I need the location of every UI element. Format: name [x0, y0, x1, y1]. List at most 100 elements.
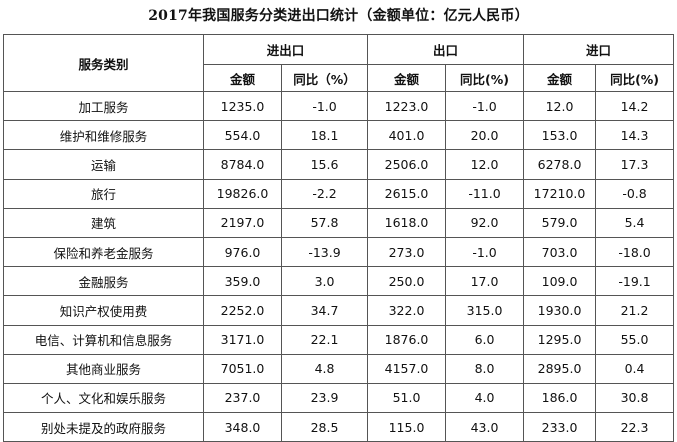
header-yoy: 同比(%): [445, 64, 525, 92]
cell-category: 其他商业服务: [3, 353, 204, 384]
cell-yoy: 28.5: [280, 412, 369, 442]
cell-amount: 273.0: [367, 236, 447, 268]
table-row: 旅行 19826.0 -2.2 2615.0 -11.0 17210.0 -0.8: [3, 178, 675, 209]
table-row: 电信、计算机和信息服务 3171.0 22.1 1876.0 6.0 1295.0 55.0: [3, 324, 675, 355]
cell-yoy: 8.0: [445, 353, 525, 384]
cell-yoy: -18.0: [595, 236, 675, 268]
header-group-import: 进口: [523, 34, 675, 65]
table-row: 个人、文化和娱乐服务 237.0 23.9 51.0 4.0 186.0 30.8: [3, 382, 675, 414]
cell-yoy: 30.8: [595, 382, 675, 414]
cell-yoy: 92.0: [445, 207, 525, 238]
cell-amount: 348.0: [203, 412, 282, 442]
table-row: 金融服务 359.0 3.0 250.0 17.0 109.0 -19.1: [3, 266, 675, 297]
header-amount: 金额: [367, 64, 447, 92]
cell-yoy: -0.8: [595, 178, 675, 209]
cell-amount: 322.0: [367, 295, 447, 326]
cell-yoy: 4.0: [445, 382, 525, 414]
table-title: 2017年我国服务分类进出口统计（金额单位：亿元人民币）: [148, 8, 529, 24]
cell-category: 保险和养老金服务: [3, 236, 204, 268]
header-yoy: 同比（%）: [280, 64, 369, 92]
header-yoy: 同比(%): [595, 64, 675, 92]
table-row: 其他商业服务 7051.0 4.8 4157.0 8.0 2895.0 0.4: [3, 353, 675, 384]
cell-amount: 250.0: [367, 266, 447, 297]
table-row: 加工服务 1235.0 -1.0 1223.0 -1.0 12.0 14.2: [3, 90, 675, 122]
cell-amount: 51.0: [367, 382, 447, 414]
cell-amount: 19826.0: [203, 178, 282, 209]
cell-amount: 6278.0: [523, 149, 597, 180]
cell-yoy: 57.8: [280, 207, 369, 238]
cell-amount: 237.0: [203, 382, 282, 414]
cell-yoy: 14.2: [595, 90, 675, 122]
header-amount: 金额: [203, 64, 282, 92]
cell-yoy: 21.2: [595, 295, 675, 326]
cell-yoy: -11.0: [445, 178, 525, 209]
cell-yoy: -13.9: [280, 236, 369, 268]
cell-yoy: 0.4: [595, 353, 675, 384]
cell-amount: 115.0: [367, 412, 447, 442]
service-trade-table: 服务类别 进出口 出口 进口 金额 同比（%） 金额 同比(%) 金额 同比(%…: [3, 34, 675, 442]
cell-yoy: 17.3: [595, 149, 675, 180]
cell-yoy: -1.0: [445, 90, 525, 122]
cell-amount: 2615.0: [367, 178, 447, 209]
cell-amount: 12.0: [523, 90, 597, 122]
cell-category: 个人、文化和娱乐服务: [3, 382, 204, 414]
cell-amount: 2252.0: [203, 295, 282, 326]
cell-yoy: 34.7: [280, 295, 369, 326]
cell-amount: 4157.0: [367, 353, 447, 384]
cell-amount: 976.0: [203, 236, 282, 268]
cell-amount: 233.0: [523, 412, 597, 442]
cell-category: 旅行: [3, 178, 204, 209]
cell-yoy: 3.0: [280, 266, 369, 297]
cell-amount: 401.0: [367, 120, 447, 151]
cell-yoy: -2.2: [280, 178, 369, 209]
cell-yoy: 18.1: [280, 120, 369, 151]
cell-yoy: 15.6: [280, 149, 369, 180]
cell-category: 加工服务: [3, 90, 204, 122]
cell-amount: 554.0: [203, 120, 282, 151]
cell-yoy: 23.9: [280, 382, 369, 414]
cell-amount: 153.0: [523, 120, 597, 151]
cell-category: 维护和维修服务: [3, 120, 204, 151]
header-category: 服务类别: [3, 34, 204, 92]
cell-amount: 2895.0: [523, 353, 597, 384]
cell-amount: 579.0: [523, 207, 597, 238]
header-amount: 金额: [523, 64, 597, 92]
cell-amount: 1876.0: [367, 324, 447, 355]
table-row: 维护和维修服务 554.0 18.1 401.0 20.0 153.0 14.3: [3, 120, 675, 151]
table-row: 建筑 2197.0 57.8 1618.0 92.0 579.0 5.4: [3, 207, 675, 238]
cell-category: 别处未提及的政府服务: [3, 412, 204, 442]
cell-amount: 2197.0: [203, 207, 282, 238]
cell-yoy: 14.3: [595, 120, 675, 151]
cell-yoy: -19.1: [595, 266, 675, 297]
cell-yoy: -1.0: [280, 90, 369, 122]
cell-category: 知识产权使用费: [3, 295, 204, 326]
cell-category: 金融服务: [3, 266, 204, 297]
table-row: 运输 8784.0 15.6 2506.0 12.0 6278.0 17.3: [3, 149, 675, 180]
cell-category: 建筑: [3, 207, 204, 238]
cell-amount: 8784.0: [203, 149, 282, 180]
table-row: 知识产权使用费 2252.0 34.7 322.0 315.0 1930.0 21.2: [3, 295, 675, 326]
cell-amount: 1235.0: [203, 90, 282, 122]
cell-yoy: 315.0: [445, 295, 525, 326]
cell-yoy: 5.4: [595, 207, 675, 238]
table-row: 保险和养老金服务 976.0 -13.9 273.0 -1.0 703.0 -18.0: [3, 236, 675, 268]
table-row: 别处未提及的政府服务 348.0 28.5 115.0 43.0 233.0 22.3: [3, 412, 675, 442]
cell-amount: 17210.0: [523, 178, 597, 209]
cell-amount: 3171.0: [203, 324, 282, 355]
cell-amount: 703.0: [523, 236, 597, 268]
cell-amount: 1618.0: [367, 207, 447, 238]
cell-yoy: 17.0: [445, 266, 525, 297]
cell-category: 电信、计算机和信息服务: [3, 324, 204, 355]
cell-yoy: 12.0: [445, 149, 525, 180]
cell-amount: 7051.0: [203, 353, 282, 384]
table-body: 加工服务 1235.0 -1.0 1223.0 -1.0 12.0 14.2 维护和维修服务 5…: [3, 90, 675, 442]
cell-yoy: 22.3: [595, 412, 675, 442]
cell-yoy: 20.0: [445, 120, 525, 151]
cell-yoy: 6.0: [445, 324, 525, 355]
cell-yoy: 43.0: [445, 412, 525, 442]
cell-yoy: -1.0: [445, 236, 525, 268]
cell-amount: 1930.0: [523, 295, 597, 326]
cell-amount: 2506.0: [367, 149, 447, 180]
header-group-total: 进出口: [202, 34, 369, 65]
header-group-export: 出口: [367, 34, 525, 65]
